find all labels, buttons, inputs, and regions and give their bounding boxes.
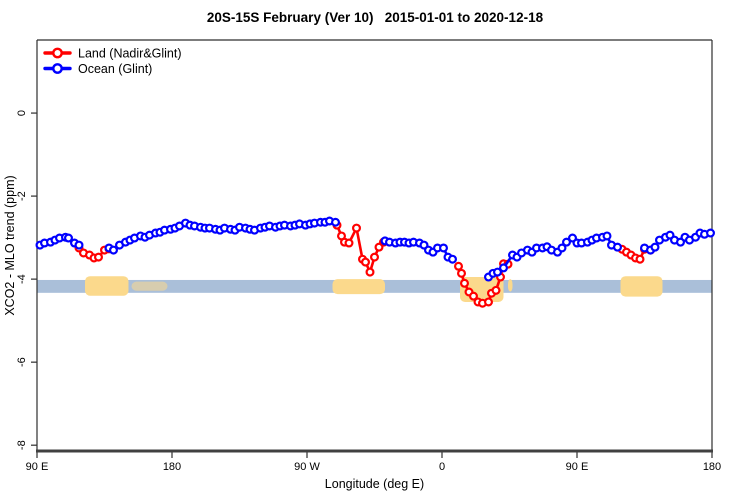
land-series-point bbox=[635, 254, 645, 264]
ocean-series-point bbox=[650, 242, 660, 252]
land-region-blob bbox=[332, 279, 385, 295]
legend-marker-sample bbox=[52, 47, 63, 59]
ocean-series-point bbox=[74, 240, 84, 250]
y-tick-label: -8 bbox=[16, 440, 28, 450]
land-series-point bbox=[365, 267, 375, 277]
land-region-blob bbox=[620, 276, 663, 297]
y-tick-label: -4 bbox=[16, 274, 28, 284]
ocean-series-point bbox=[448, 254, 458, 264]
chart-title: 20S-15S February (Ver 10) 2015-01-01 to … bbox=[206, 10, 544, 25]
x-tick-label: 90 E bbox=[26, 461, 49, 473]
land-series-point bbox=[469, 291, 479, 301]
x-tick-label: 0 bbox=[439, 461, 445, 473]
y-tick-label: -2 bbox=[16, 191, 28, 201]
land-series-point bbox=[344, 238, 354, 248]
ocean-series-point bbox=[108, 245, 118, 255]
land-series-point bbox=[491, 285, 501, 295]
x-tick-label: 180 bbox=[703, 461, 721, 473]
land-series-point bbox=[454, 261, 464, 271]
ocean-series-point bbox=[561, 237, 571, 247]
land-series-point bbox=[93, 252, 103, 262]
ocean-series-point bbox=[499, 263, 509, 273]
ocean-series-point bbox=[705, 228, 715, 238]
x-tick-label: 90 E bbox=[566, 461, 589, 473]
legend-marker-sample bbox=[52, 63, 63, 74]
land-series-point bbox=[460, 278, 470, 288]
land-series-point bbox=[352, 223, 362, 233]
land-region-blob bbox=[85, 276, 129, 296]
ocean-series-point bbox=[602, 231, 612, 241]
ocean-series-point bbox=[331, 217, 341, 227]
land-region-blob bbox=[508, 279, 513, 292]
x-axis-title: Longitude (deg E) bbox=[325, 477, 424, 491]
legend-label: Ocean (Glint) bbox=[78, 62, 152, 76]
x-tick-label: 90 W bbox=[294, 461, 320, 473]
land-series-point bbox=[361, 257, 371, 267]
ocean-series-point bbox=[439, 243, 449, 253]
ocean-series-point bbox=[612, 242, 622, 252]
y-tick-label: 0 bbox=[16, 110, 28, 116]
land-series-point bbox=[457, 268, 467, 278]
ocean-series-point bbox=[63, 233, 73, 243]
land-series-point bbox=[370, 252, 380, 262]
land-series-point bbox=[484, 297, 494, 307]
ocean-series-point bbox=[493, 267, 503, 277]
x-tick-label: 180 bbox=[163, 461, 181, 473]
y-tick-label: -6 bbox=[16, 357, 28, 367]
land-region-blob bbox=[131, 281, 168, 291]
legend-label: Land (Nadir&Glint) bbox=[78, 47, 182, 61]
y-axis-title: XCO2 - MLO trend (ppm) bbox=[3, 175, 17, 315]
ocean-series-point bbox=[557, 243, 567, 253]
